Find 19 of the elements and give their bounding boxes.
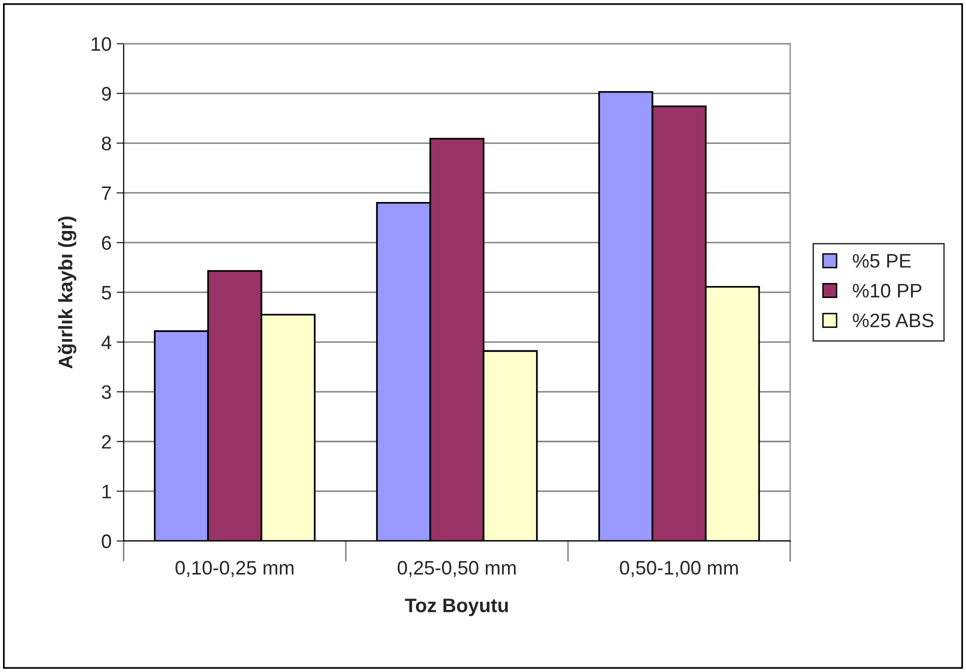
legend-label: %25 ABS	[852, 314, 934, 328]
y-tick-label: 3	[102, 385, 111, 400]
y-tick-label: 6	[102, 236, 111, 250]
y-tick-label: 0	[102, 534, 112, 548]
x-axis-title: Toz Boyutu	[404, 598, 508, 616]
y-tick-label: 1	[102, 484, 111, 498]
y-tick-label: 8	[102, 136, 111, 150]
y-tick-label: 4	[101, 336, 112, 350]
x-tick-label: 0,25-0,50 mm	[398, 560, 516, 577]
y-tick-label: 2	[102, 434, 111, 449]
x-tick-label: 0,10-0,25 mm	[176, 560, 294, 577]
y-tick-label: 10	[92, 37, 112, 51]
legend-label: %10 PP	[852, 284, 922, 298]
x-tick-label: 0,50-1,00 mm	[620, 560, 738, 577]
legend-label: %5 PE	[852, 254, 911, 268]
y-tick-label: 5	[102, 286, 112, 300]
y-tick-label: 9	[102, 86, 111, 101]
y-axis-title: Ağırlık kaybı (gr)	[58, 216, 76, 369]
y-tick-label: 7	[102, 186, 111, 200]
